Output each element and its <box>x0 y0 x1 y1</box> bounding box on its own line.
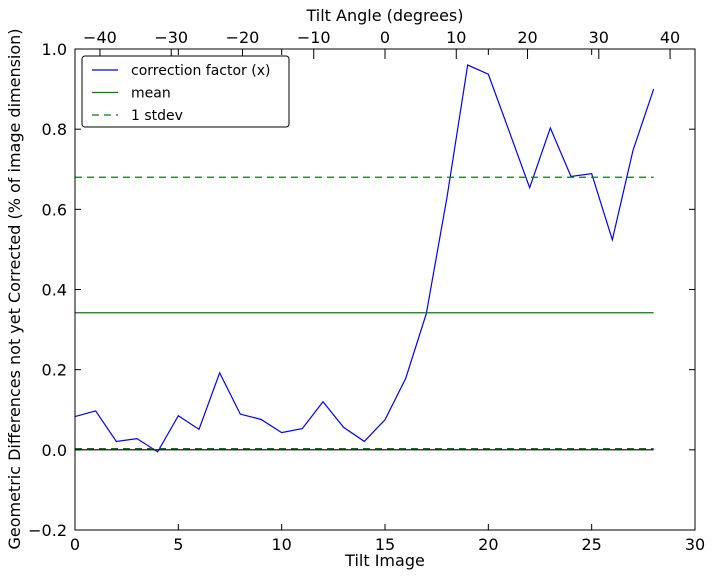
y-tick-label: 0.2 <box>42 361 67 380</box>
top-axis-label: Tilt Angle (degrees) <box>305 6 463 25</box>
y-tick-label: 0.4 <box>42 281 67 300</box>
x-tick-label: 25 <box>581 535 601 554</box>
legend-label: 1 stdev <box>131 108 183 124</box>
top-tick-label: −30 <box>154 28 188 47</box>
legend-box <box>81 55 290 128</box>
top-tick-label: 40 <box>660 28 680 47</box>
x-axis-label: Tilt Image <box>344 551 425 570</box>
top-tick-label: −40 <box>83 28 117 47</box>
top-tick-label: −20 <box>226 28 260 47</box>
x-tick-label: 15 <box>375 535 395 554</box>
top-tick-label: 10 <box>446 28 466 47</box>
ticks-layer: 0 5 10 15 20 25 30 −0.2 0.0 0.2 0.4 0.6 0.8 1.0 −40 −30… <box>28 28 705 554</box>
top-tick-label: 0 <box>380 28 390 47</box>
legend: correction factor (x) mean 1 stdev <box>81 55 290 128</box>
y-tick-label: 0.8 <box>42 120 67 139</box>
x-tick-label: 0 <box>70 535 80 554</box>
series-layer <box>74 64 655 453</box>
y-tick-label: 0.6 <box>42 200 67 219</box>
x-tick-label: 5 <box>173 535 183 554</box>
y-tick-label: 0.0 <box>42 441 67 460</box>
top-tick-label: −10 <box>297 28 331 47</box>
x-tick-label: 10 <box>271 535 291 554</box>
y-axis-label: Geometric Differences not yet Corrected … <box>5 28 24 549</box>
y-tick-label: −0.2 <box>28 521 67 540</box>
y-tick-label: 1.0 <box>42 40 67 59</box>
series-line-correction-factor-x <box>74 64 655 453</box>
legend-label: mean <box>131 86 171 102</box>
legend-label: correction factor (x) <box>131 63 270 79</box>
top-tick-label: 20 <box>517 28 537 47</box>
x-tick-label: 20 <box>478 535 498 554</box>
top-tick-label: 30 <box>589 28 609 47</box>
x-tick-label: 30 <box>685 535 705 554</box>
